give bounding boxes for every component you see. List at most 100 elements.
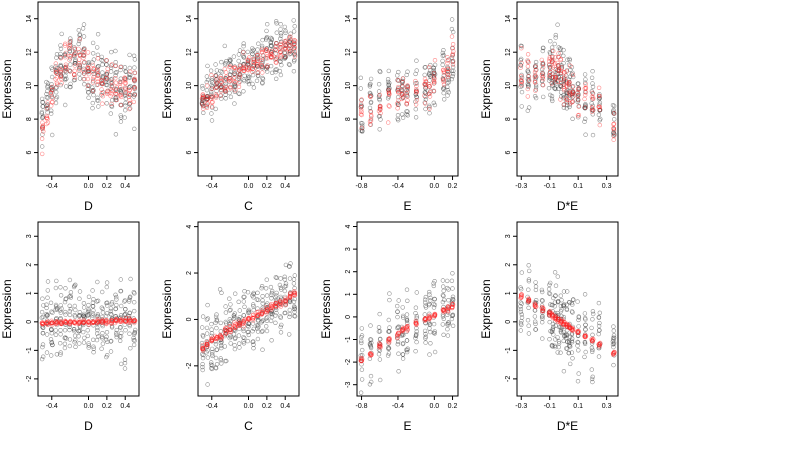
- red-point: [359, 112, 364, 118]
- red-point: [53, 67, 58, 72]
- black-point: [205, 63, 210, 69]
- red-point: [423, 101, 428, 106]
- red-point: [422, 82, 427, 87]
- red-point: [117, 84, 123, 90]
- black-point: [108, 306, 114, 311]
- black-point: [518, 300, 523, 305]
- x-tick-label: 0.2: [448, 403, 458, 410]
- black-point: [582, 80, 588, 85]
- y-tick-label: 14: [505, 15, 512, 23]
- black-point: [58, 352, 63, 357]
- black-point: [73, 282, 78, 287]
- red-point: [127, 106, 132, 112]
- black-point: [104, 280, 110, 285]
- red-point: [283, 43, 288, 48]
- x-tick-label: -0.4: [392, 403, 404, 410]
- red-point: [450, 41, 456, 47]
- black-point: [559, 298, 564, 303]
- black-point: [219, 69, 225, 75]
- black-point: [395, 303, 400, 309]
- black-point: [547, 75, 552, 81]
- black-point: [48, 108, 54, 113]
- black-point: [205, 302, 210, 308]
- black-point: [445, 87, 451, 93]
- black-point: [427, 103, 432, 109]
- black-point: [273, 275, 278, 280]
- black-point: [57, 341, 63, 346]
- black-point: [227, 308, 232, 313]
- black-point: [597, 320, 602, 326]
- black-point: [288, 261, 293, 266]
- black-point: [450, 64, 456, 70]
- red-point: [233, 65, 238, 71]
- black-point: [274, 310, 279, 316]
- black-point: [428, 295, 433, 301]
- red-point: [377, 92, 382, 98]
- black-point: [200, 83, 205, 89]
- y-tick-label: 4: [345, 224, 352, 228]
- red-point: [86, 65, 91, 71]
- red-point: [386, 87, 391, 93]
- black-point: [440, 58, 445, 64]
- red-point: [105, 90, 110, 95]
- red-point: [45, 116, 50, 122]
- red-point: [278, 49, 283, 55]
- black-point: [114, 297, 119, 302]
- red-point: [597, 93, 602, 99]
- red-point: [561, 102, 567, 107]
- black-point: [228, 62, 234, 68]
- red-point: [526, 299, 531, 304]
- black-point: [282, 288, 287, 294]
- black-point: [367, 84, 373, 89]
- black-point: [539, 314, 545, 320]
- black-point: [77, 296, 82, 301]
- black-point: [53, 89, 59, 95]
- red-point: [62, 318, 68, 324]
- black-point: [58, 285, 63, 290]
- red-point: [236, 67, 242, 73]
- black-point: [291, 29, 297, 34]
- black-point: [518, 309, 524, 315]
- black-point: [90, 87, 95, 93]
- black-point: [90, 337, 96, 342]
- black-point: [209, 346, 215, 352]
- red-point: [113, 75, 118, 81]
- black-point: [277, 282, 283, 288]
- red-point: [90, 62, 96, 68]
- black-point: [555, 22, 560, 27]
- red-point: [269, 51, 274, 57]
- red-point: [427, 84, 432, 89]
- black-point: [67, 294, 72, 299]
- black-point: [291, 59, 297, 64]
- black-point: [81, 311, 87, 317]
- black-point: [246, 310, 251, 315]
- black-point: [123, 100, 128, 106]
- black-point: [72, 333, 78, 338]
- red-point: [214, 85, 219, 90]
- black-point: [566, 62, 572, 68]
- red-point: [246, 67, 251, 73]
- black-point: [367, 82, 373, 88]
- red-point: [533, 73, 538, 79]
- black-point: [359, 333, 365, 338]
- red-point: [81, 71, 87, 76]
- red-point: [77, 36, 83, 42]
- black-point: [576, 324, 581, 329]
- black-point: [113, 306, 119, 311]
- black-point: [85, 86, 91, 92]
- x-axis-label: C: [244, 199, 253, 213]
- red-point: [86, 68, 91, 74]
- black-point: [589, 325, 594, 331]
- red-point: [209, 104, 215, 109]
- black-point: [590, 374, 595, 379]
- red-point: [228, 327, 233, 332]
- red-point: [40, 126, 45, 132]
- black-point: [214, 312, 219, 317]
- black-point: [91, 57, 97, 62]
- black-point: [358, 390, 364, 395]
- red-point: [404, 324, 410, 329]
- black-point: [109, 49, 114, 55]
- red-point: [227, 84, 233, 90]
- red-point: [123, 87, 128, 92]
- red-point: [288, 34, 293, 39]
